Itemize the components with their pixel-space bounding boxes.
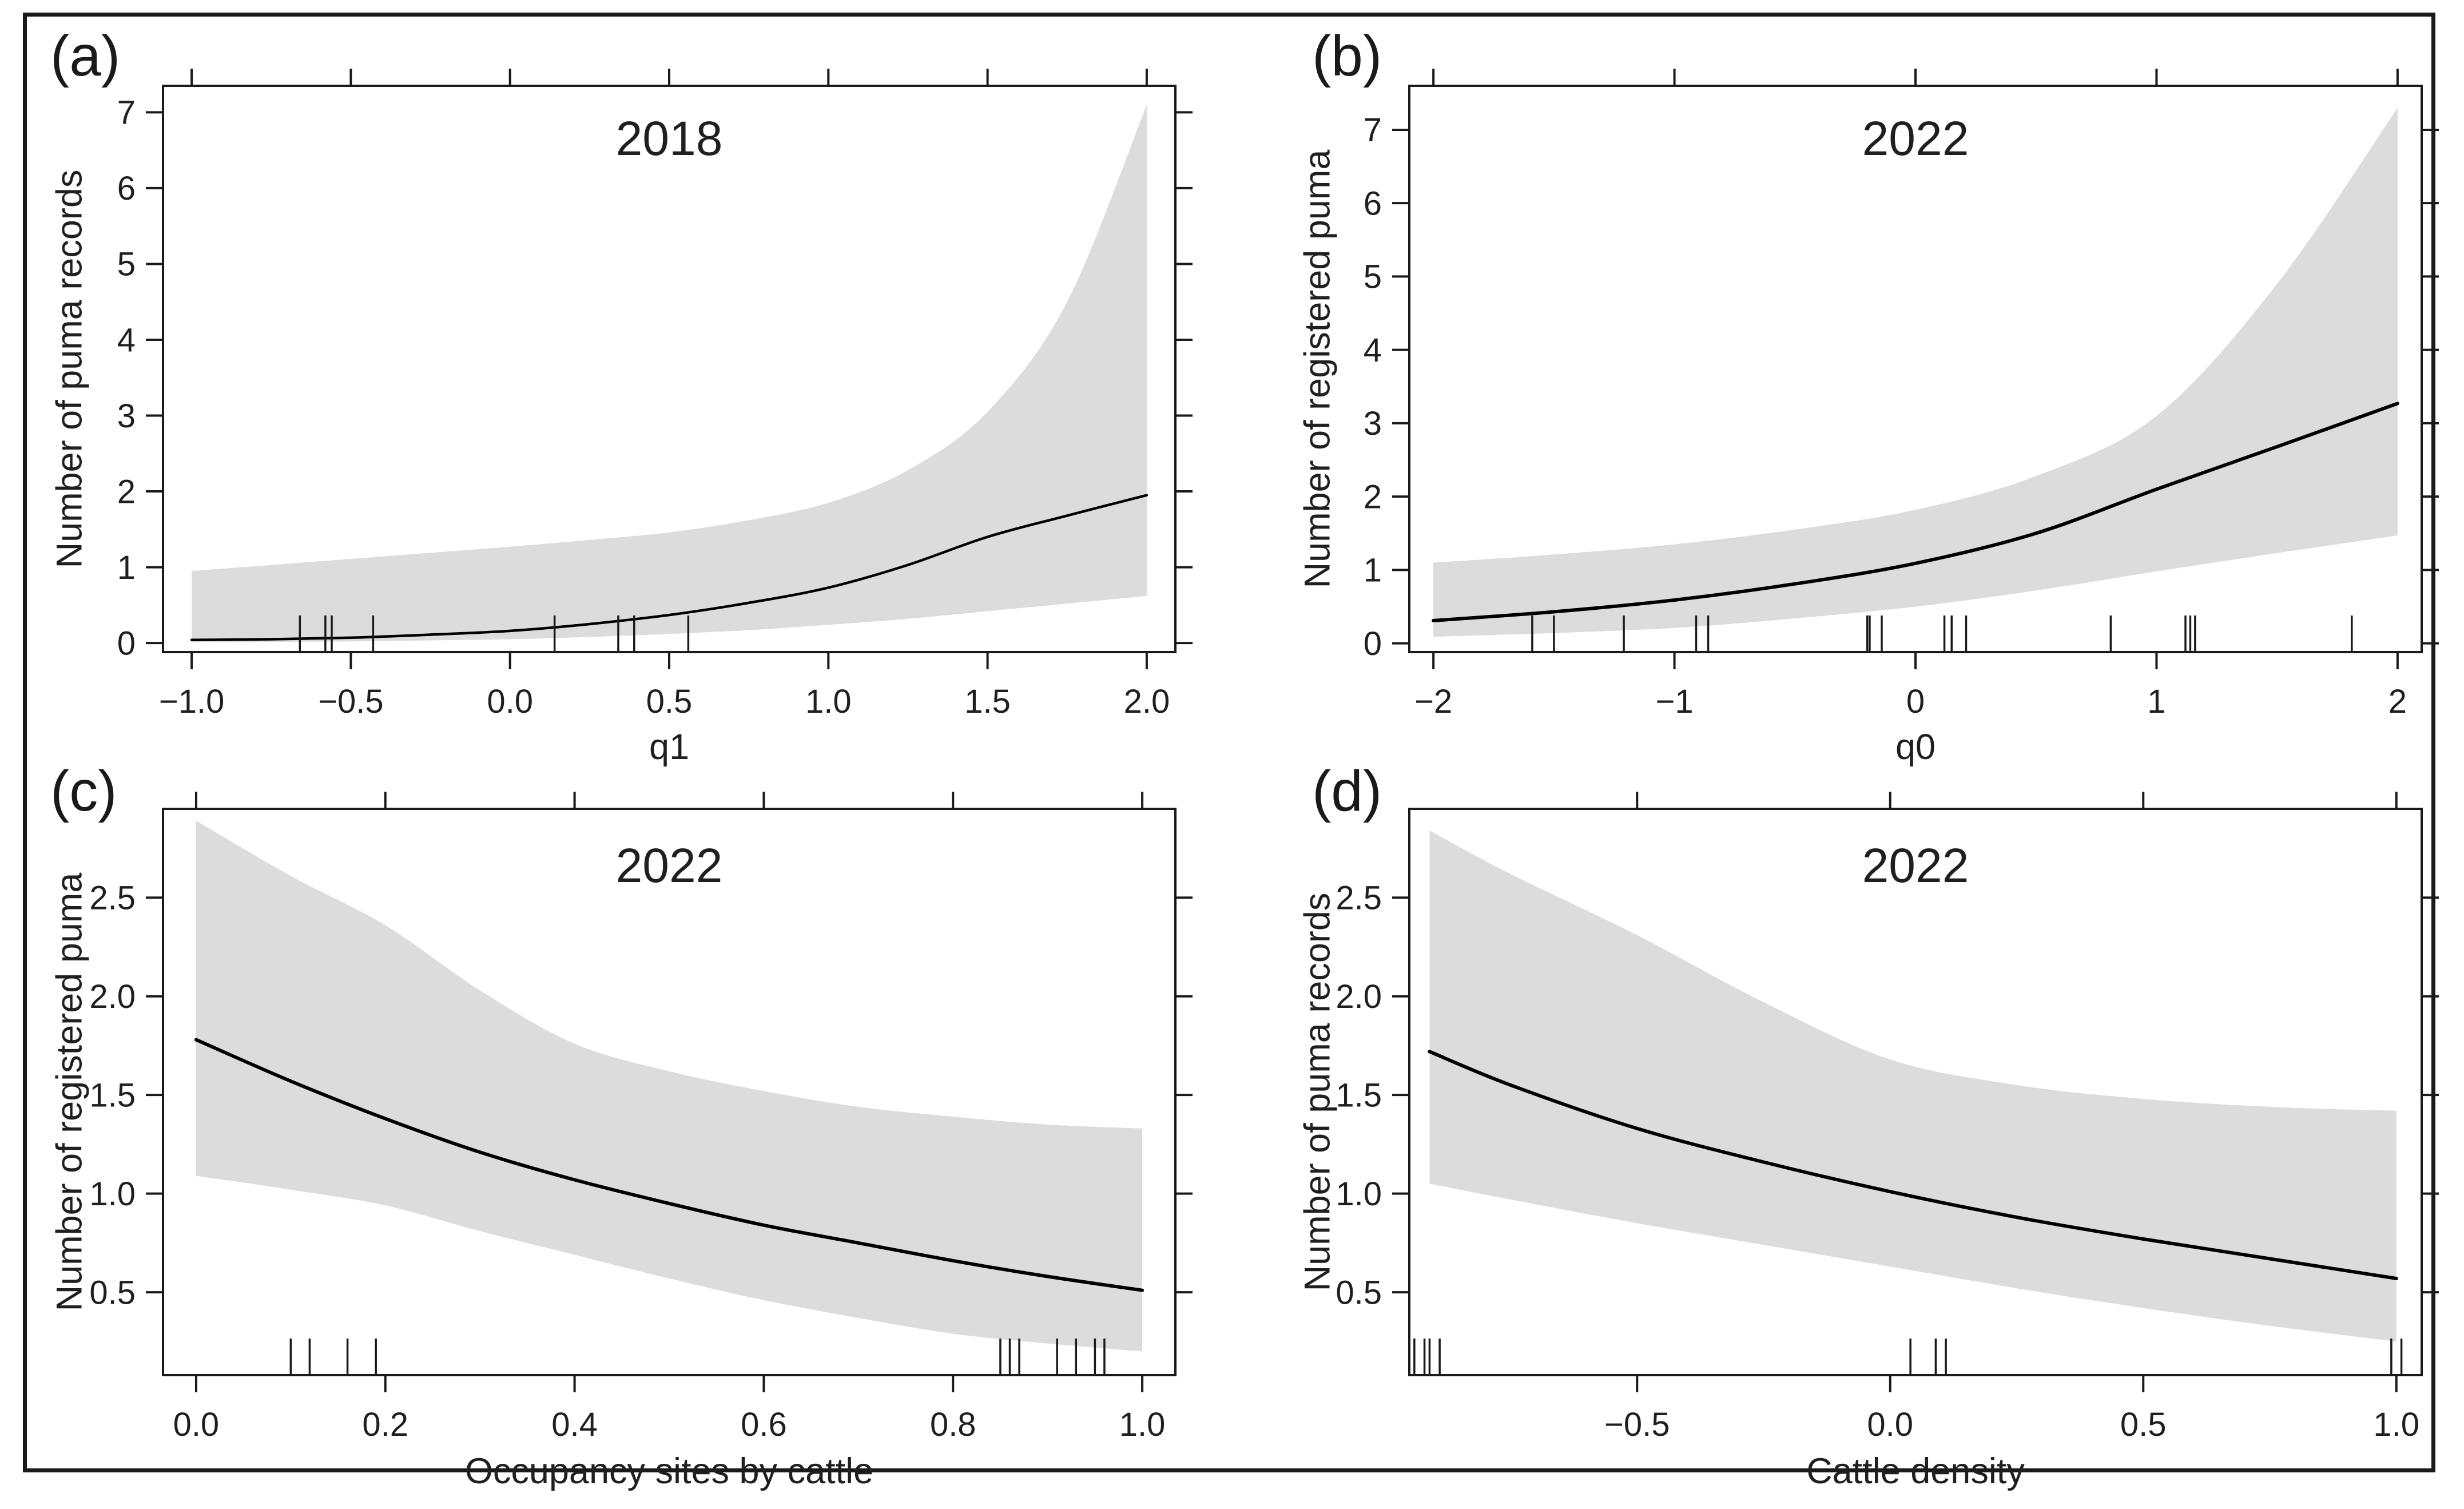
panel-c-x-axis-label: Occupancy sites by cattle: [464, 1451, 874, 1491]
panel-c-title: 2022: [615, 839, 723, 892]
svg-text:1.0: 1.0: [1119, 1406, 1166, 1443]
svg-text:−0.5: −0.5: [318, 683, 384, 720]
svg-text:0.5: 0.5: [646, 683, 693, 720]
svg-text:0: 0: [1906, 683, 1925, 720]
svg-text:−0.5: −0.5: [1604, 1406, 1670, 1443]
svg-text:0.5: 0.5: [89, 1274, 136, 1311]
panel-c: 0.0 0.2 0.4 0.6 0.8 1.0 0.5 1.0 1.5 2.0 2.5 (c) 20…: [0, 754, 1232, 1509]
panel-c-y-axis-label: Number of registered puma: [49, 872, 90, 1312]
panel-b-title: 2022: [1862, 112, 1969, 165]
svg-text:0.4: 0.4: [551, 1406, 598, 1443]
svg-text:0.5: 0.5: [1336, 1274, 1382, 1311]
panel-c-plot-area: 0.0 0.2 0.4 0.6 0.8 1.0 0.5 1.0 1.5 2.0 2.5: [89, 792, 1193, 1443]
svg-text:0.2: 0.2: [362, 1406, 408, 1443]
panel-a: −1.0 −0.5 0.0 0.5 1.0 1.5 2.0 0 1 2 3 4 5 6 7 (a) 2018…: [0, 0, 1232, 765]
panel-d-tag: (d): [1312, 759, 1382, 823]
svg-text:1: 1: [2147, 683, 2165, 720]
svg-text:1.5: 1.5: [1336, 1077, 1382, 1114]
svg-text:−1: −1: [1656, 683, 1694, 720]
panel-d-plot-area: −0.5 0.0 0.5 1.0 0.5 1.0 1.5 2.0 2.5: [1336, 792, 2439, 1443]
svg-text:2: 2: [1364, 478, 1382, 515]
panel-b: −2 −1 0 1 2 0 1 2 3 4 5 6 7 (b) 2022 q0 Number of re…: [1232, 0, 2464, 765]
panel-b-plot-area: −2 −1 0 1 2 0 1 2 3 4 5 6 7: [1364, 69, 2439, 720]
panel-a-title: 2018: [615, 112, 723, 165]
panel-d-x-axis-label: Cattle density: [1806, 1451, 2025, 1491]
svg-text:7: 7: [1364, 112, 1382, 149]
svg-text:1.0: 1.0: [1336, 1176, 1382, 1213]
svg-text:2.0: 2.0: [1124, 683, 1170, 720]
svg-text:1.0: 1.0: [89, 1176, 136, 1213]
panel-d: −0.5 0.0 0.5 1.0 0.5 1.0 1.5 2.0 2.5 (d) 2022 Ca…: [1232, 754, 2464, 1509]
panel-a-y-axis-label: Number of puma records: [49, 169, 90, 569]
svg-text:1.5: 1.5: [89, 1077, 136, 1114]
svg-text:1.5: 1.5: [964, 683, 1011, 720]
panel-b-y-axis-label: Number of registered puma: [1297, 149, 1338, 589]
svg-text:5: 5: [117, 246, 136, 283]
svg-text:1: 1: [117, 549, 136, 586]
svg-text:1.0: 1.0: [805, 683, 852, 720]
panel-a-plot-area: −1.0 −0.5 0.0 0.5 1.0 1.5 2.0 0 1 2 3 4 5 6 7: [117, 69, 1193, 720]
svg-text:0: 0: [1364, 625, 1382, 662]
panel-b-tag: (b): [1312, 24, 1382, 88]
svg-text:2.0: 2.0: [89, 978, 136, 1015]
panel-a-tag: (a): [50, 24, 121, 88]
panel-d-y-axis-label: Number of puma records: [1297, 892, 1338, 1292]
svg-text:0.0: 0.0: [1867, 1406, 1913, 1443]
svg-text:0.5: 0.5: [2120, 1406, 2167, 1443]
panel-a-x-axis-label: q1: [649, 727, 690, 767]
svg-text:−2: −2: [1414, 683, 1452, 720]
svg-text:3: 3: [1364, 405, 1382, 442]
svg-text:2.0: 2.0: [1336, 978, 1382, 1015]
svg-text:5: 5: [1364, 259, 1382, 296]
svg-text:6: 6: [117, 170, 136, 207]
svg-text:2.5: 2.5: [89, 880, 136, 917]
panel-d-title: 2022: [1862, 839, 1969, 892]
panel-b-x-axis-label: q0: [1895, 727, 1936, 767]
svg-text:4: 4: [117, 321, 136, 359]
svg-text:6: 6: [1364, 185, 1382, 222]
svg-text:−1.0: −1.0: [159, 683, 225, 720]
svg-text:3: 3: [117, 398, 136, 435]
svg-text:0.0: 0.0: [487, 683, 533, 720]
svg-text:0.6: 0.6: [741, 1406, 787, 1443]
panel-c-tag: (c): [50, 759, 117, 823]
svg-text:0.0: 0.0: [173, 1406, 220, 1443]
svg-text:0.8: 0.8: [930, 1406, 976, 1443]
svg-text:2.5: 2.5: [1336, 880, 1382, 917]
svg-text:1.0: 1.0: [2373, 1406, 2419, 1443]
svg-text:1: 1: [1364, 552, 1382, 589]
svg-text:2: 2: [2389, 683, 2407, 720]
svg-text:7: 7: [117, 94, 136, 132]
svg-text:0: 0: [117, 625, 136, 662]
svg-text:4: 4: [1364, 332, 1382, 369]
svg-text:2: 2: [117, 473, 136, 510]
figure-border: [23, 13, 2435, 1472]
